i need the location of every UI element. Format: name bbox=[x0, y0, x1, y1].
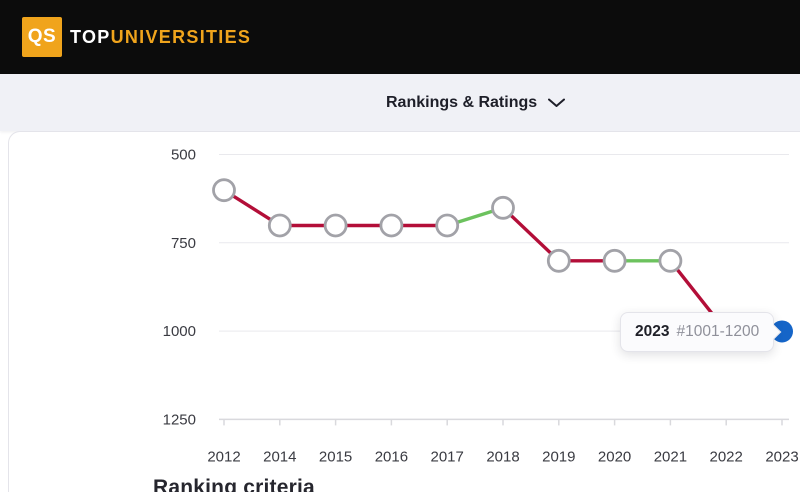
section-nav-bar: Rankings & Ratings bbox=[0, 74, 800, 131]
svg-text:2018: 2018 bbox=[486, 448, 519, 465]
svg-text:2016: 2016 bbox=[375, 448, 408, 465]
svg-text:2012: 2012 bbox=[207, 448, 240, 465]
wordmark-top: TOP bbox=[70, 26, 111, 47]
rankings-history-card: 500 750 1000 1250 2012 2014 2015 2016 2017 2018 20… bbox=[8, 131, 800, 492]
rankings-history-chart[interactable]: 500 750 1000 1250 2012 2014 2015 2016 2017 2018 20… bbox=[9, 132, 800, 482]
qs-home-link[interactable]: QS TOPUNIVERSITIES bbox=[22, 17, 251, 57]
nav-rankings-ratings-label: Rankings & Ratings bbox=[386, 93, 538, 111]
svg-text:1250: 1250 bbox=[163, 411, 196, 428]
tooltip-rank-range: #1001-1200 bbox=[676, 323, 760, 340]
nav-rankings-ratings-dropdown[interactable]: Rankings & Ratings bbox=[386, 74, 566, 131]
svg-text:2021: 2021 bbox=[654, 448, 687, 465]
qs-logo-monogram: QS bbox=[27, 26, 57, 47]
section-heading-ranking-criteria: Ranking criteria bbox=[153, 476, 315, 492]
svg-text:2020: 2020 bbox=[598, 448, 631, 465]
svg-text:2023: 2023 bbox=[765, 448, 798, 465]
site-header: QS TOPUNIVERSITIES bbox=[0, 0, 800, 74]
site-wordmark: TOPUNIVERSITIES bbox=[70, 27, 251, 48]
wordmark-universities: UNIVERSITIES bbox=[110, 26, 252, 47]
svg-text:2019: 2019 bbox=[542, 448, 575, 465]
svg-text:1000: 1000 bbox=[163, 323, 196, 340]
tooltip-year: 2023 bbox=[635, 323, 670, 340]
svg-text:2022: 2022 bbox=[710, 448, 743, 465]
qs-logo-icon: QS bbox=[22, 17, 62, 57]
chart-tooltip: 2023 #1001-1200 bbox=[620, 312, 782, 352]
svg-text:2017: 2017 bbox=[431, 448, 464, 465]
svg-text:500: 500 bbox=[171, 147, 196, 164]
svg-text:2015: 2015 bbox=[319, 448, 352, 465]
svg-text:2014: 2014 bbox=[263, 448, 296, 465]
svg-text:750: 750 bbox=[171, 235, 196, 252]
chevron-down-icon bbox=[548, 98, 566, 107]
